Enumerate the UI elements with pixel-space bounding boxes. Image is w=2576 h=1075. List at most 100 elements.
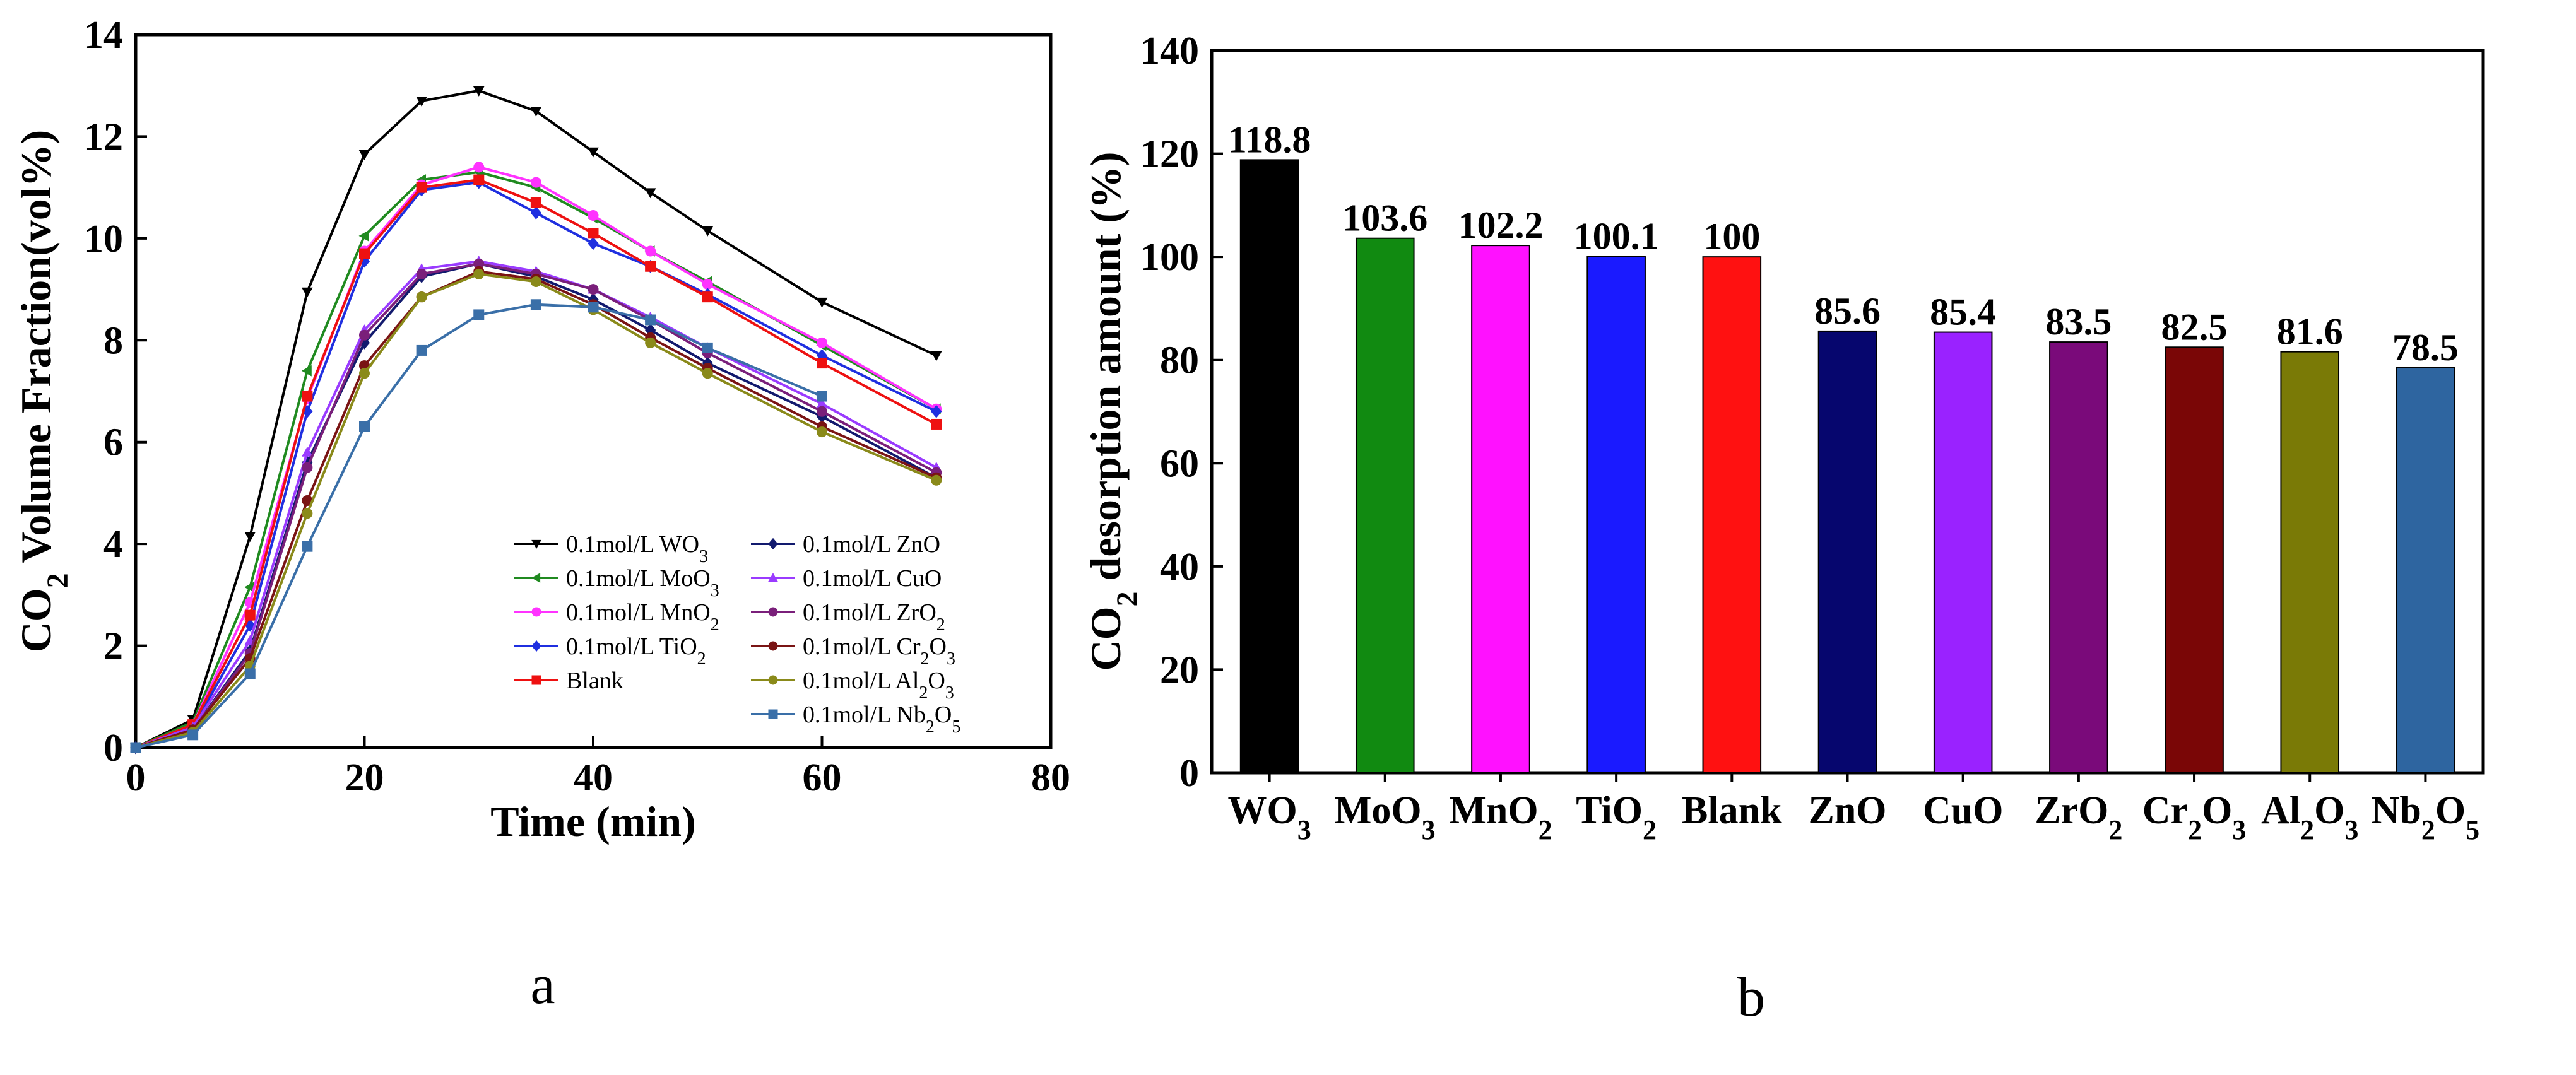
y-tick-label-a: 0 — [103, 727, 123, 770]
legend-entry-a: Blank — [514, 667, 623, 694]
bar-b — [2280, 351, 2340, 773]
bar-group-b: 85.6 ZnO — [1808, 290, 1886, 832]
x-tick-label-b: MoO3 — [1335, 789, 1436, 845]
data-point-a — [302, 391, 313, 402]
x-tick-label-b: Al2O3 — [2261, 789, 2358, 845]
legend-label-a: 0.1mol/L Nb2O5 — [803, 702, 960, 737]
bar-b — [2165, 346, 2224, 773]
axis-ticks-b: 0 20 40 60 80 100 120 140 — [1140, 30, 1223, 795]
y-tick-label-b: 140 — [1140, 30, 1199, 73]
data-point-a — [530, 107, 542, 117]
y-tick-label-a: 6 — [103, 421, 123, 464]
legend-label-a: 0.1mol/L WO3 — [566, 531, 708, 567]
legend-label-a: 0.1mol/L MoO3 — [566, 565, 719, 601]
bar-b — [1239, 159, 1299, 773]
data-point-a — [931, 418, 942, 430]
legend-label-a: 0.1mol/L TiO2 — [566, 633, 706, 669]
x-tick-label-b: TiO2 — [1576, 789, 1657, 845]
data-point-a — [416, 97, 427, 107]
data-point-a — [416, 268, 427, 279]
series-line-a — [135, 303, 823, 749]
bar-data-label-b: 81.6 — [2277, 311, 2343, 353]
data-point-a — [930, 351, 942, 361]
data-point-a — [358, 230, 369, 242]
data-point-a — [473, 86, 485, 97]
bar-data-label-b: 100 — [1703, 216, 1760, 257]
series-a-10 — [130, 299, 827, 753]
y-tick-label-a: 2 — [103, 625, 123, 668]
x-tick-label-b: Nb2O5 — [2372, 789, 2480, 845]
legend-marker-a — [768, 607, 778, 617]
y-tick-label-b: 60 — [1160, 442, 1199, 485]
axis-ticks-a: 0 20 40 60 80 0 2 4 6 8 10 12 14 — [84, 14, 1070, 799]
data-point-a — [645, 314, 656, 326]
data-point-a — [301, 365, 312, 377]
data-point-a — [302, 446, 313, 457]
legend-marker-a — [768, 709, 778, 719]
legend-label-a: 0.1mol/L MnO2 — [566, 599, 719, 635]
data-point-a — [530, 197, 541, 208]
series-a-0 — [130, 86, 942, 754]
bar-b — [1586, 256, 1646, 773]
data-point-a — [416, 344, 427, 356]
legend-marker-a — [531, 607, 541, 617]
bar-group-b: 85.4 CuO — [1923, 291, 2003, 832]
data-point-a — [644, 188, 656, 199]
legend-entry-a: 0.1mol/L Al2O3 — [751, 667, 954, 703]
data-point-a — [702, 226, 714, 237]
bar-data-label-b: 100.1 — [1574, 215, 1659, 257]
bar-data-label-b: 85.4 — [1930, 291, 1996, 333]
data-point-a — [359, 248, 370, 259]
y-tick-label-b: 100 — [1140, 236, 1199, 279]
data-point-a — [302, 541, 313, 552]
data-point-a — [588, 147, 599, 158]
data-point-a — [530, 276, 541, 287]
data-point-a — [588, 284, 599, 295]
data-point-a — [817, 426, 827, 438]
data-point-a — [816, 297, 828, 308]
bar-b — [1702, 256, 1762, 773]
data-point-a — [302, 462, 313, 473]
data-point-a — [645, 261, 656, 272]
legend-entry-a: 0.1mol/L MnO2 — [514, 599, 719, 635]
x-tick-label-b: Blank — [1682, 789, 1782, 832]
data-point-a — [530, 206, 542, 220]
y-tick-label-a: 4 — [103, 523, 123, 566]
data-point-a — [588, 210, 599, 221]
data-point-a — [473, 268, 485, 279]
legend-label-a: 0.1mol/L ZrO2 — [803, 599, 945, 635]
bar-data-label-b: 78.5 — [2392, 327, 2459, 368]
bar-group-b: 83.5 ZrO2 — [2035, 301, 2122, 845]
legend-label-a: 0.1mol/L Cr2O3 — [803, 633, 955, 669]
x-tick-label-b: ZnO — [1808, 789, 1886, 832]
legend-entry-a: 0.1mol/L CuO — [751, 565, 942, 592]
data-point-a — [702, 279, 713, 290]
data-point-a — [473, 162, 485, 173]
x-tick-label-a: 20 — [345, 756, 384, 799]
bar-b — [1355, 237, 1415, 773]
legend-label-a: 0.1mol/L CuO — [803, 565, 942, 592]
bar-group-b: 102.2 MnO2 — [1449, 204, 1552, 845]
data-point-a — [588, 237, 599, 250]
data-point-a — [473, 309, 485, 320]
bars-b: 118.8 WO3 103.6 MoO3 102.2 MnO2 100.1 TiO2 100 Bl… — [1227, 119, 2479, 845]
x-tick-label-b: MnO2 — [1449, 789, 1552, 845]
data-point-a — [817, 406, 827, 417]
data-point-a — [817, 391, 827, 402]
data-point-a — [473, 174, 485, 185]
y-tick-label-b: 120 — [1140, 133, 1199, 176]
data-point-a — [702, 368, 713, 379]
data-point-a — [359, 329, 370, 341]
legend-marker-a — [531, 675, 541, 685]
data-point-a — [817, 358, 827, 369]
y-axis-label-b: CO2 desorption amount (%) — [1082, 151, 1144, 671]
legend-label-a: Blank — [566, 667, 623, 694]
legend-entry-a: 0.1mol/L WO3 — [514, 531, 708, 567]
x-tick-label-b: WO3 — [1227, 789, 1311, 845]
bar-b — [1471, 245, 1530, 773]
y-tick-label-a: 12 — [84, 115, 123, 158]
legend-entry-a: 0.1mol/L ZnO — [751, 531, 940, 558]
y-tick-label-b: 20 — [1160, 649, 1199, 691]
